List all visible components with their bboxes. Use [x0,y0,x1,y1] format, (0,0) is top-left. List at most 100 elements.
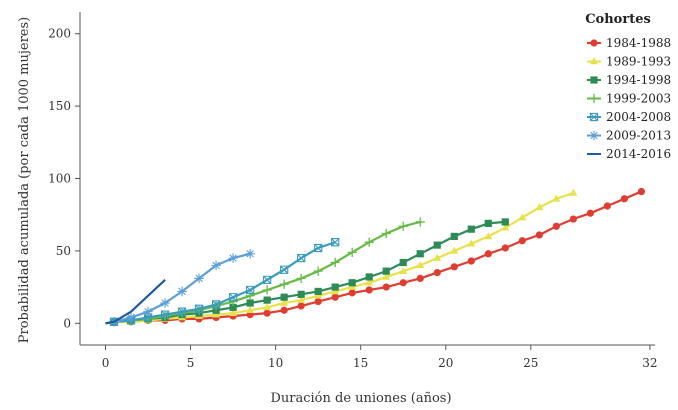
data-point [331,283,339,291]
data-point [365,286,373,294]
data-point [229,303,237,311]
data-point [398,221,408,231]
x-axis-title: Duración de uniones (años) [270,391,451,406]
data-point [450,263,458,271]
data-point [501,223,510,231]
x-tick-label: 15 [353,356,368,370]
data-point [330,257,340,268]
data-point [262,285,272,295]
data-point [143,313,153,322]
data-point [314,243,323,253]
data-point [569,188,578,196]
data-point [552,194,561,202]
x-tick-label: 0 [102,356,110,370]
data-point [399,258,407,267]
data-point [211,260,221,271]
data-point [126,312,136,323]
data-point [160,298,170,308]
data-point [245,285,255,295]
data-point [262,275,272,284]
series-line [105,252,251,325]
data-point [501,218,509,226]
y-tick-label: 50 [56,244,71,258]
x-tick-label: 5 [187,356,195,370]
data-point [297,302,305,310]
data-point [228,293,238,302]
legend-label: 2014-2016 [606,147,671,161]
data-point [263,303,272,311]
data-point [467,225,475,233]
data-point [314,297,322,306]
legend-swatch-marker [590,39,598,47]
data-point [450,246,459,254]
series-1994-1998 [105,218,509,326]
series-line [105,190,642,325]
x-tick-label: 20 [438,356,453,370]
data-point [347,247,357,257]
x-tick-label: 32 [642,356,657,370]
data-point [194,304,204,313]
data-point [296,273,306,283]
data-point [280,298,289,306]
data-point [382,267,390,275]
legend-label: 1989-1993 [606,55,671,69]
x-tick-label: 25 [523,356,538,370]
data-point [331,287,340,295]
data-point [331,293,339,301]
data-point [637,187,645,196]
legend-swatch-marker [590,57,598,65]
data-point [246,306,255,314]
legend-title: Cohortes [585,12,651,27]
data-point [263,296,271,304]
legend-swatch-marker [590,76,598,84]
data-point [313,266,323,276]
series-line [105,220,506,325]
data-point [484,250,492,258]
legend-label: 1994-1998 [606,73,671,87]
data-point [279,265,289,274]
data-point [212,310,221,318]
y-tick-label: 150 [48,99,71,113]
data-point [586,209,594,217]
data-point [382,283,390,291]
legend-item-2004-2008: 2004-2008 [587,110,671,124]
legend-item-1994-1998: 1994-1998 [587,73,671,87]
legend-label: 2009-2013 [606,129,671,143]
data-point [245,291,255,301]
data-point [211,300,221,309]
y-axis-title: Probabilidad acumulada (por cada 1000 mu… [17,17,32,344]
data-point [399,279,407,287]
series-line [105,191,574,325]
y-tick-label: 200 [48,27,71,41]
data-point [246,299,254,307]
data-point [365,273,373,281]
data-point [433,253,442,261]
data-point [467,239,476,247]
legend: Cohortes 1984-1988 1989-1993 1994-1998 1999… [585,12,671,161]
data-point [263,309,271,317]
data-point [365,278,374,286]
data-point [228,296,238,307]
data-point [194,273,204,284]
data-point [603,202,611,210]
data-point [416,261,425,269]
data-point [279,279,289,289]
data-point [245,248,255,259]
legend-item-2009-2013: 2009-2013 [587,129,671,143]
data-point [297,290,305,298]
data-point [177,286,187,297]
data-point [535,203,544,211]
legend-label: 2004-2008 [606,110,671,124]
data-point [433,241,441,249]
data-point [501,244,509,252]
data-point [467,257,475,265]
legend-label: 1999-2003 [606,92,671,106]
data-point [569,215,577,223]
data-point [348,289,356,297]
y-tick-label: 100 [48,172,71,186]
series-1989-1993 [105,188,578,325]
data-point [535,231,543,239]
legend-item-1999-2003: 1999-2003 [587,92,671,106]
data-point [416,274,424,282]
